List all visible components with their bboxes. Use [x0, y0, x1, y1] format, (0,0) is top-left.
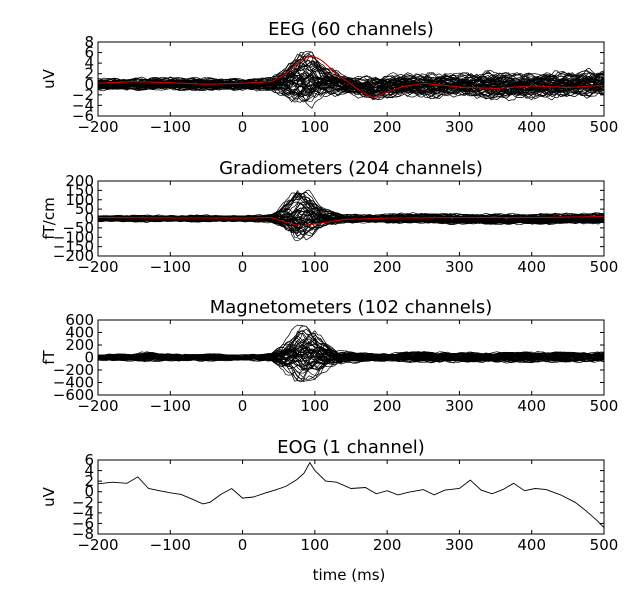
chart-panel-4: −200 −100 0 100 200 300 400 500−8−6−4−20246EOG … [40, 437, 618, 554]
y-tick-label: 2 [84, 472, 94, 490]
x-tick-label: −200 [77, 536, 118, 554]
highlight-trace [98, 55, 604, 99]
channel-trace [98, 83, 604, 97]
chart-title: Magnetometers (102 channels) [210, 297, 493, 318]
x-tick-label: −200 [77, 258, 118, 276]
x-tick-label: 0 [238, 536, 248, 554]
x-tick-label: 200 [373, 118, 402, 136]
x-tick-label: 300 [445, 397, 474, 415]
x-tick-label: −100 [150, 397, 191, 415]
y-tick-label: −8 [72, 525, 94, 543]
y-tick-label: 400 [65, 324, 94, 342]
x-tick-label: 400 [517, 536, 546, 554]
y-tick-label: 0 [84, 349, 94, 367]
highlight-trace [98, 216, 604, 227]
y-tick-label: 6 [84, 44, 94, 62]
y-tick-label: 200 [65, 336, 94, 354]
y-tick-label: 2 [84, 65, 94, 83]
x-tick-label: 300 [445, 118, 474, 136]
x-tick-label: 300 [445, 258, 474, 276]
x-tick-label: 0 [238, 397, 248, 415]
x-tick-label: 400 [517, 258, 546, 276]
channel-trace [98, 338, 604, 360]
x-tick-label: −200 [77, 118, 118, 136]
channel-trace [98, 77, 604, 96]
y-tick-label: 200 [65, 172, 94, 190]
chart-panel-2: −200 −100 0 100 200 300 400 500−200−150−100−500… [40, 158, 618, 276]
y-tick-label: −4 [72, 96, 94, 114]
chart-panel-3: −200 −100 0 100 200 300 400 500−600−400−2000200… [40, 297, 618, 415]
x-tick-label: −100 [150, 118, 191, 136]
y-tick-label: 8 [84, 33, 94, 51]
x-tick-label: 100 [301, 118, 330, 136]
plot-area [98, 461, 604, 529]
x-tick-label: 100 [301, 258, 330, 276]
channel-trace [98, 346, 604, 360]
y-tick-label: −400 [53, 374, 94, 392]
x-tick-label: −100 [150, 258, 191, 276]
x-tick-label: −200 [77, 397, 118, 415]
chart-title: EOG (1 channel) [277, 437, 425, 458]
axes-frame [97, 459, 605, 535]
plot-area [98, 50, 604, 109]
y-tick-label: −6 [72, 107, 94, 125]
x-tick-label: 400 [517, 118, 546, 136]
y-tick-label: 100 [65, 191, 94, 209]
x-tick-label: 500 [590, 258, 619, 276]
channel-trace [98, 55, 604, 84]
y-tick-label: −200 [53, 247, 94, 265]
x-tick-label: −100 [150, 536, 191, 554]
x-tick-label: 0 [238, 118, 248, 136]
channel-trace [98, 78, 604, 98]
x-tick-label: 200 [373, 258, 402, 276]
chart-title: EEG (60 channels) [268, 19, 434, 40]
plot-area [98, 324, 604, 383]
y-tick-label: 0 [84, 210, 94, 228]
x-tick-label: 500 [590, 118, 619, 136]
x-tick-label: 0 [238, 258, 248, 276]
y-tick-label: 6 [84, 451, 94, 469]
y-tick-label: 150 [65, 181, 94, 199]
y-axis-label: fT [40, 349, 58, 364]
x-tick-label: 500 [590, 536, 619, 554]
x-tick-label: 200 [373, 536, 402, 554]
axes-frame [97, 41, 605, 117]
y-tick-label: −100 [53, 228, 94, 246]
y-tick-label: −6 [72, 514, 94, 532]
channel-trace [98, 189, 604, 219]
y-tick-label: 4 [84, 54, 94, 72]
y-axis-label: fT/cm [40, 197, 58, 239]
y-tick-label: 600 [65, 311, 94, 329]
y-axis-label: uV [40, 486, 58, 507]
channel-trace [98, 332, 604, 358]
y-tick-label: −150 [53, 238, 94, 256]
y-tick-label: 0 [84, 483, 94, 501]
x-tick-label: 300 [445, 536, 474, 554]
x-tick-label: 100 [301, 397, 330, 415]
chart-title: Gradiometers (204 channels) [219, 158, 483, 179]
y-axis-label: uV [40, 68, 58, 89]
x-tick-label: 100 [301, 536, 330, 554]
x-tick-label: 200 [373, 397, 402, 415]
y-tick-label: −2 [72, 493, 94, 511]
y-tick-label: 50 [75, 200, 94, 218]
y-tick-label: −4 [72, 504, 94, 522]
series-line-1 [98, 461, 604, 529]
y-tick-label: −200 [53, 361, 94, 379]
channel-trace [98, 215, 604, 232]
y-tick-label: −2 [72, 86, 94, 104]
channel-trace [98, 54, 604, 90]
y-tick-label: −50 [62, 219, 94, 237]
y-tick-label: 4 [84, 462, 94, 480]
x-tick-label: 400 [517, 397, 546, 415]
x-tick-label: 500 [590, 397, 619, 415]
x-axis-label: time (ms) [313, 566, 386, 584]
y-tick-label: −600 [53, 386, 94, 404]
y-tick-label: 0 [84, 75, 94, 93]
channel-trace [98, 358, 604, 380]
plot-area [98, 189, 604, 242]
